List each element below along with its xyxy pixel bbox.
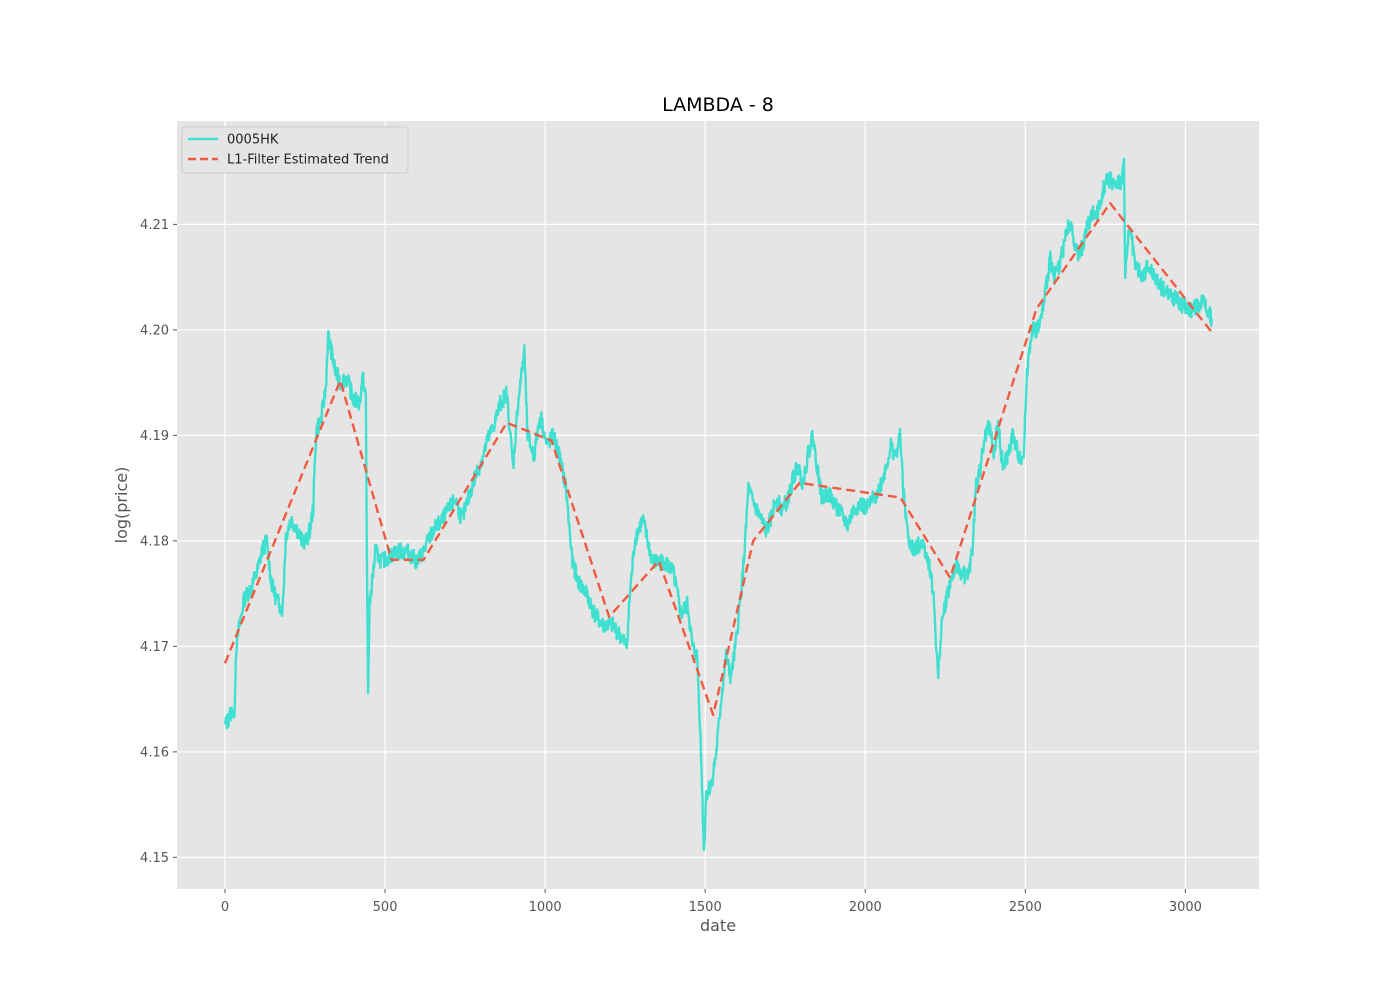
legend: 0005HK L1-Filter Estimated Trend	[181, 126, 409, 174]
x-tick-label: 3000	[1169, 900, 1202, 915]
legend-box	[181, 126, 409, 174]
x-tick-label: 1500	[689, 900, 722, 915]
y-tick-label: 4.17	[140, 640, 169, 655]
y-tick-label: 4.20	[140, 323, 169, 338]
x-tick-label: 1000	[529, 900, 562, 915]
series-line-0005hk	[223, 157, 1213, 852]
y-tick-label: 4.16	[140, 745, 169, 760]
legend-label-price: 0005HK	[227, 133, 279, 148]
chart-title: LAMBDA - 8	[662, 94, 774, 116]
series-lines	[223, 157, 1213, 852]
x-tick-label: 2500	[1009, 900, 1042, 915]
x-axis-label: date	[700, 916, 736, 935]
y-tick-label: 4.18	[140, 534, 169, 549]
x-tick-label: 2000	[849, 900, 882, 915]
legend-label-trend: L1-Filter Estimated Trend	[227, 153, 389, 168]
y-tick-label: 4.15	[140, 851, 169, 866]
y-tick-label: 4.21	[140, 218, 169, 233]
x-tick-label: 0	[221, 900, 229, 915]
axis-ticks: 0 500 1000 1500 2000 2500 3000 4.15 4.16 4.17 4.18…	[140, 218, 1202, 915]
x-tick-label: 500	[373, 900, 398, 915]
y-axis-label: log(price)	[112, 467, 131, 544]
series-line-l1-trend	[223, 202, 1213, 717]
y-tick-label: 4.19	[140, 429, 169, 444]
plot-area	[177, 121, 1259, 889]
